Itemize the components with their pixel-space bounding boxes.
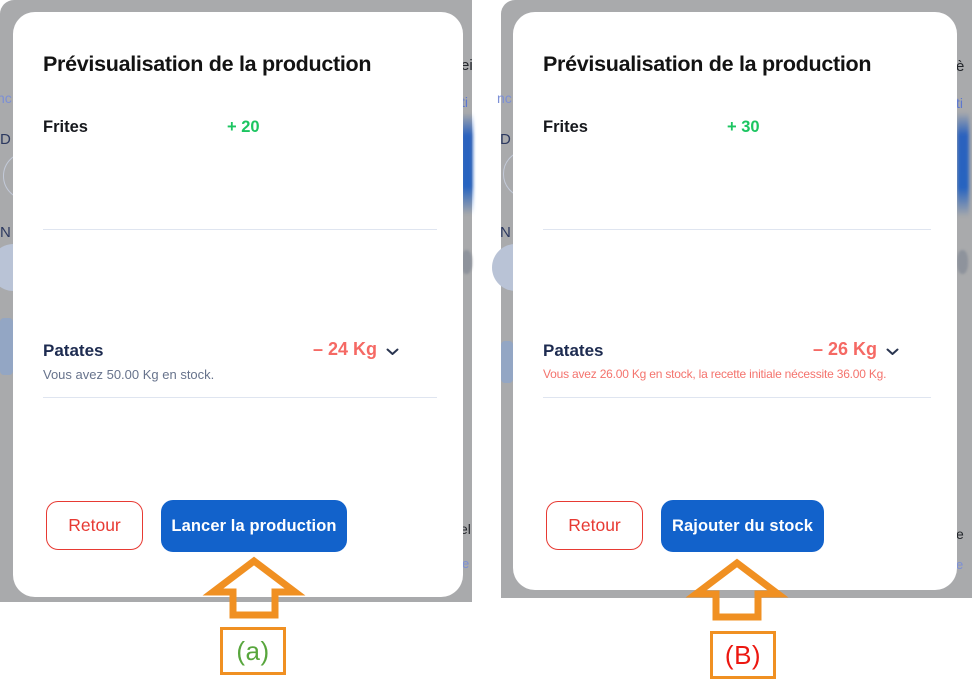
ingredient-name: Patates <box>43 341 104 360</box>
backdrop-fragment-blob <box>957 250 968 274</box>
production-preview-modal: Prévisualisation de la production Frites… <box>13 12 463 597</box>
backdrop-fragment-text: e <box>462 556 470 571</box>
product-name: Frites <box>43 118 88 136</box>
divider <box>43 397 437 398</box>
backdrop-fragment-text: N <box>0 224 11 241</box>
product-row: Frites + 30 <box>543 116 931 140</box>
stock-note: Vous avez 50.00 Kg en stock. <box>43 367 215 382</box>
backdrop-fragment-text: el <box>460 521 471 537</box>
screenshot-panel-a: nc D N ei ti el e Prévisualisation de la… <box>0 0 473 602</box>
divider <box>43 229 437 230</box>
product-quantity-delta: + 20 <box>227 118 260 136</box>
ingredient-delta-toggle[interactable]: – 26 Kg <box>813 339 899 360</box>
stock-warning-note: Vous avez 26.00 Kg en stock, la recette … <box>543 367 887 381</box>
annotation-arrow-up <box>202 556 306 619</box>
modal-title: Prévisualisation de la production <box>43 52 372 76</box>
production-preview-modal: Prévisualisation de la production Frites… <box>513 12 957 590</box>
backdrop-fragment-rect <box>0 318 13 375</box>
ingredient-quantity-delta: – 24 Kg <box>313 339 378 359</box>
annotation-arrow-up <box>685 558 789 621</box>
backdrop-fragment-text: ei <box>461 57 473 74</box>
product-row: Frites + 20 <box>43 116 437 140</box>
chevron-down-icon[interactable] <box>886 348 899 356</box>
modal-actions: Retour Rajouter du stock <box>513 500 957 552</box>
ingredient-delta-toggle[interactable]: – 24 Kg <box>313 339 399 360</box>
backdrop-fragment-text: ti <box>461 94 468 110</box>
ingredient-row: Patates – 26 Kg <box>543 339 931 363</box>
back-button[interactable]: Retour <box>46 501 143 550</box>
backdrop-fragment-text: e <box>956 526 964 542</box>
backdrop-fragment-rect <box>501 341 513 383</box>
backdrop-fragment-text: è <box>956 58 965 75</box>
product-quantity-delta: + 30 <box>727 118 760 136</box>
backdrop-fragment-text: nc <box>497 90 512 106</box>
divider <box>543 397 931 398</box>
screenshot-panel-b: nc D N è ti e e Prévisualisation de la p… <box>486 0 972 681</box>
product-name: Frites <box>543 118 588 136</box>
backdrop-fragment-text: ti <box>956 95 963 111</box>
caption-b: (B) <box>710 631 776 679</box>
backdrop-fragment-chart-bar <box>957 112 969 217</box>
backdrop-fragment-blob <box>461 250 472 274</box>
divider <box>543 229 931 230</box>
backdrop-fragment-text: N <box>500 224 511 241</box>
backdrop-fragment-text: nc <box>0 90 12 106</box>
modal-actions: Retour Lancer la production <box>13 500 463 552</box>
backdrop-fragment-chart-bar <box>461 113 473 215</box>
modal-title: Prévisualisation de la production <box>543 52 872 76</box>
backdrop-fragment-text: D <box>500 131 511 148</box>
add-stock-button[interactable]: Rajouter du stock <box>661 500 824 552</box>
chevron-down-icon[interactable] <box>386 348 399 356</box>
back-button[interactable]: Retour <box>546 501 643 550</box>
launch-production-button[interactable]: Lancer la production <box>161 500 347 552</box>
caption-a: (a) <box>220 627 286 675</box>
backdrop-fragment-text: D <box>0 131 11 148</box>
ingredient-name: Patates <box>543 341 604 360</box>
ingredient-row: Patates – 24 Kg <box>43 339 437 363</box>
backdrop-fragment-text: e <box>956 557 964 572</box>
ingredient-quantity-delta: – 26 Kg <box>813 339 878 359</box>
